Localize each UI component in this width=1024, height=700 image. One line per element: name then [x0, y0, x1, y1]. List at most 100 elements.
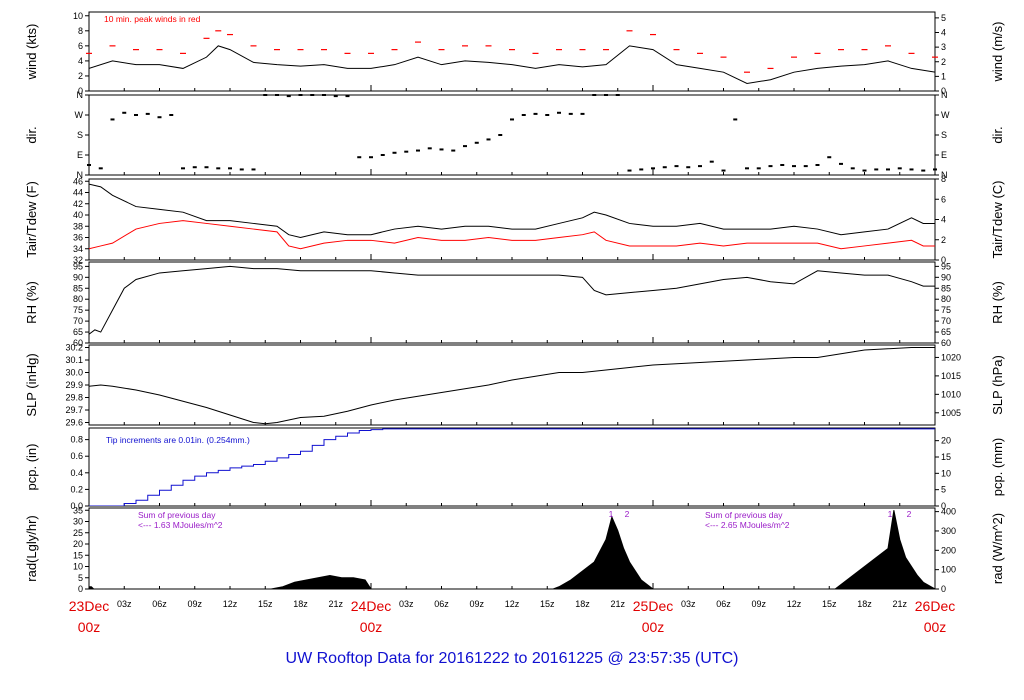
y-tick-label-left: 0.4: [70, 468, 83, 478]
plot-area: [88, 94, 936, 176]
data-point: [815, 164, 820, 166]
y-tick-label-left: 90: [73, 272, 83, 282]
y-tick-label-right: 6: [941, 194, 946, 204]
data-point: [839, 162, 843, 165]
data-point: [780, 164, 785, 166]
y-tick-label-left: 0: [78, 584, 83, 594]
y-tick-label-right: 2: [941, 57, 946, 67]
data-point: [157, 116, 162, 119]
y-axis-label-left: SLP (inHg): [24, 353, 39, 416]
x-tick-label: 09z: [469, 599, 484, 609]
data-point: [134, 114, 138, 116]
series-line-Tair: [89, 183, 935, 239]
x-tick-label: 15z: [822, 599, 837, 609]
x-tick-label: 12z: [223, 599, 238, 609]
x-tick-label: 09z: [751, 599, 766, 609]
data-point: [733, 118, 738, 121]
data-point: [545, 114, 550, 116]
data-point: [674, 165, 679, 168]
y-tick-label-right: 1010: [941, 389, 961, 399]
y-tick-label-left: N: [77, 90, 84, 100]
data-point: [110, 118, 115, 121]
data-point: [745, 167, 749, 170]
data-point: [322, 94, 326, 96]
data-point: [580, 112, 585, 115]
y-tick-label-left: 70: [73, 316, 83, 326]
data-point: [451, 149, 456, 152]
x-tick-label: 15z: [258, 599, 273, 609]
series-line-precipitation: [89, 428, 935, 506]
data-point: [263, 94, 268, 96]
y-axis-label-left: RH (%): [24, 281, 39, 324]
y-tick-label-left: 40: [73, 210, 83, 220]
data-point: [933, 168, 937, 171]
y-tick-label-left: 85: [73, 283, 83, 293]
peak-marker-label: 1: [888, 509, 893, 519]
plot-area: [88, 261, 936, 344]
x-date-label: 23Dec: [69, 598, 109, 614]
panel-4: 29.6 29.7 29.8 29.9 30.0 30.1 30.2 1005 1010 1015…: [24, 343, 1005, 428]
data-point: [521, 114, 526, 116]
page-title: UW Rooftop Data for 20161222 to 20161225…: [285, 650, 739, 667]
data-point: [909, 168, 914, 171]
data-point: [768, 165, 773, 168]
y-tick-label-left: 0.6: [70, 451, 83, 461]
y-tick-label-right: 4: [941, 215, 946, 225]
data-point: [228, 167, 232, 170]
y-tick-label-right: 200: [941, 545, 956, 555]
y-tick-label-left: 30: [73, 517, 83, 527]
y-tick-label-left: 35: [73, 505, 83, 515]
plot-area: [88, 507, 936, 590]
y-tick-label-left: 8: [78, 26, 83, 36]
y-tick-label-left: 30.2: [65, 343, 83, 353]
y-tick-label-right: 1: [941, 71, 946, 81]
y-axis-label-right: rad (W/m^2): [990, 513, 1005, 584]
data-point: [369, 156, 373, 159]
data-point: [122, 111, 127, 114]
y-tick-label-right: 100: [941, 565, 956, 575]
data-point: [686, 166, 691, 169]
y-tick-label-right: 75: [941, 305, 951, 315]
y-tick-label-left: 4: [78, 56, 83, 66]
daily-sum-label: Sum of previous day: [138, 510, 216, 520]
y-tick-label-right: 15: [941, 452, 951, 462]
y-tick-label-left: 32: [73, 255, 83, 265]
x-time-label: 00z: [78, 619, 101, 635]
x-tick-label: 15z: [540, 599, 555, 609]
y-axis-label-right: pcp. (mm): [990, 438, 1005, 497]
data-point: [192, 166, 197, 169]
data-point: [275, 94, 279, 96]
y-axis-label-left: rad(Lgly/hr): [24, 515, 39, 581]
y-tick-label-left: 0.2: [70, 484, 83, 494]
y-axis-label-left: pcp. (in): [24, 444, 39, 491]
plot-area: [88, 178, 936, 261]
daily-sum-label: Sum of previous day: [705, 510, 783, 520]
data-point: [874, 168, 879, 171]
data-point: [662, 166, 667, 169]
y-tick-label-left: 20: [73, 539, 83, 549]
series-line-Tdew: [89, 220, 935, 250]
y-tick-label-right: 300: [941, 526, 956, 536]
y-tick-label-left: 38: [73, 221, 83, 231]
data-point: [169, 114, 174, 116]
y-tick-label-right: 1015: [941, 371, 961, 381]
y-axis-label-left: dir.: [24, 126, 39, 143]
y-tick-label-right: 400: [941, 507, 956, 517]
y-tick-label-left: 10: [73, 11, 83, 21]
y-tick-label-left: 36: [73, 233, 83, 243]
data-point: [651, 167, 655, 170]
data-point: [87, 164, 91, 166]
data-point: [427, 147, 432, 150]
y-tick-label-left: 44: [73, 188, 83, 198]
y-tick-label-left: 0: [78, 86, 83, 96]
x-time-label: 00z: [360, 619, 383, 635]
data-point: [721, 169, 726, 172]
y-tick-label-right: 85: [941, 283, 951, 293]
y-tick-label-left: W: [75, 110, 84, 120]
series-area-radiation: [89, 510, 935, 589]
y-tick-label-left: 95: [73, 261, 83, 271]
y-tick-label-right: 70: [941, 316, 951, 326]
y-tick-label-right: N: [941, 90, 948, 100]
y-axis-label-right: wind (m/s): [990, 22, 1005, 83]
